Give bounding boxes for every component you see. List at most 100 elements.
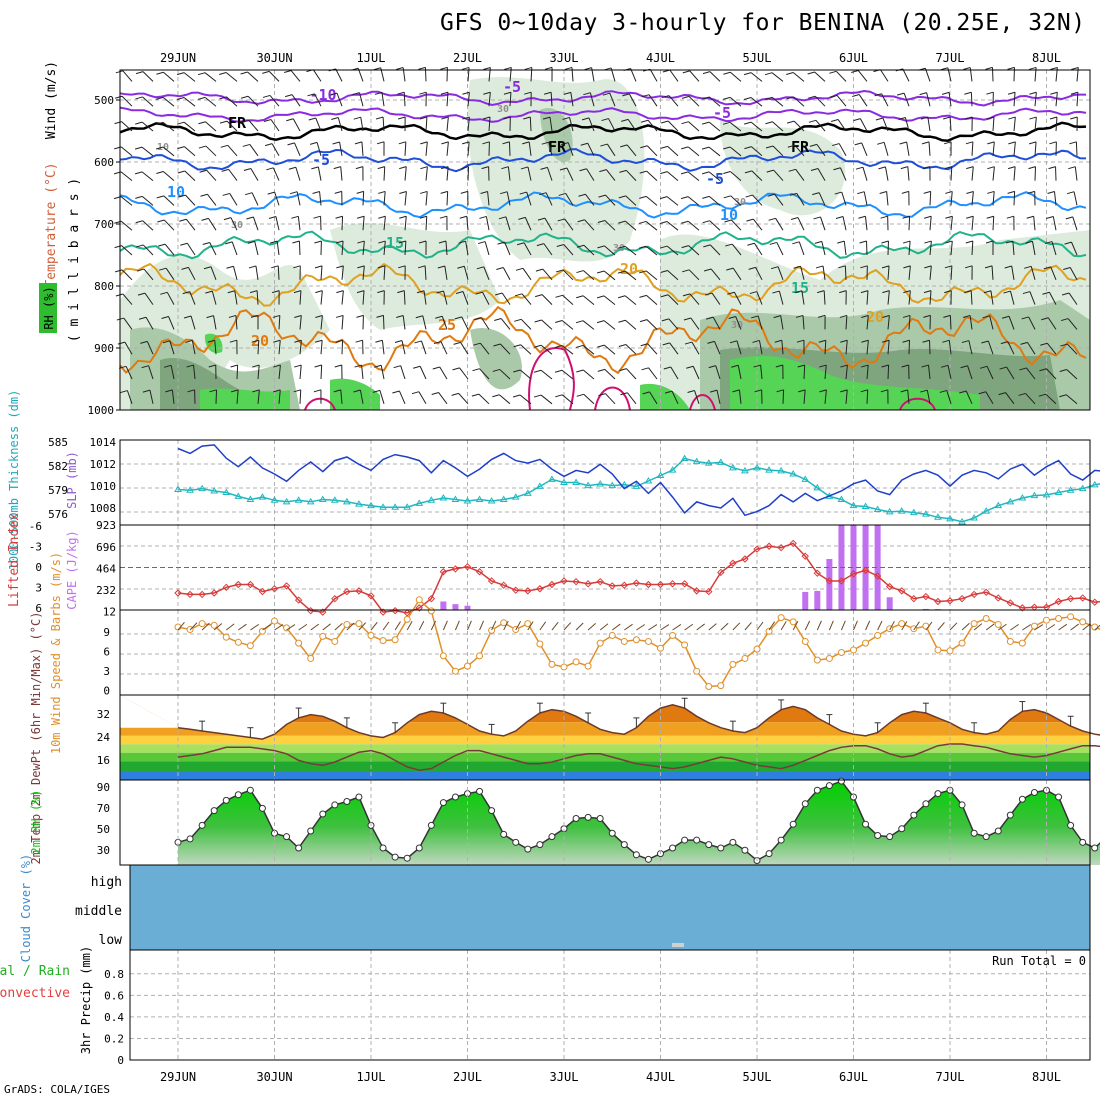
wind-tick: 6 [103,646,110,659]
rh2m-line-point [439,799,447,807]
thickness-line-point [487,497,496,504]
cloud-level-label: low [99,933,123,948]
wind10m-line-point [246,642,254,650]
lifted-index-line-point [198,590,206,599]
rh2m-line-point [488,807,496,815]
rh2m-line-point [512,838,520,846]
lifted-index-line-point [632,579,641,587]
precip-tick: 0.2 [104,1032,124,1045]
rh-tick: 30 [97,844,110,857]
wind-tick: 9 [103,626,110,639]
contour-label: 15 [386,234,404,252]
rh2m-line-point [970,829,978,837]
thickness-line-point [355,500,363,507]
rh2m-line-point [801,800,809,808]
rh2m-line-point [258,804,266,812]
lifted-index-line-point [656,580,665,589]
lifted-index-line-point [319,608,327,616]
isotherm-30 [594,386,631,411]
rh2m-line-point [1055,793,1063,801]
thickness-line-point [342,497,351,505]
lifted-index-line-point [801,552,809,560]
ylabel-total-rain: Total / Rain [0,964,70,979]
thickness-line-point [1018,493,1027,501]
thickness-line-point [813,483,822,491]
rh2m-line [177,780,1100,862]
rh2m-line-point [934,790,942,798]
isotherm-minus10 [119,89,1086,107]
li-tick: 3 [35,582,42,595]
lifted-index-line-point [499,581,508,589]
lifted-index-line-point [524,587,532,595]
rh2m-line-point [355,793,363,801]
rh2m-line-point [427,821,435,829]
lifted-index-line-point [873,572,882,580]
rh2m-line-point [524,845,532,853]
rh2m-line-point [669,844,677,852]
date-label-top: 30JUN [256,51,292,65]
date-label-bottom: 1JUL [357,1070,386,1084]
date-label-top: 3JUL [550,51,579,65]
isotherm-30 [689,394,716,411]
slp-tick: 1010 [90,480,117,493]
contour-label: 20 [620,260,638,278]
wind10m-line-point [584,662,592,670]
thickness-line-point [946,514,954,522]
rh-tick: 90 [97,781,110,794]
thickness-line-point [692,457,701,465]
wind10m-line-point [1043,616,1050,624]
slp-tick: 1014 [90,436,117,449]
rh2m-line-point [246,786,254,794]
thickness-line-point [801,475,810,482]
thickness-line-point [403,503,412,510]
wind10m-line-point [874,632,882,639]
thickness-tick: 579 [48,484,68,497]
ylabel-slp: SLP (mb) [65,451,79,509]
wind10m-line-point [198,620,206,628]
wind10m-line-point [789,618,797,626]
lifted-index-line-point [837,577,846,585]
wind10m-line-point [464,662,471,670]
thickness-line-point [1054,488,1063,496]
cape-bar [452,604,459,610]
cloud-gap [672,943,684,947]
date-label-top: 1JUL [357,51,386,65]
rh2m-line-point [741,846,749,854]
contour-label: 20 [251,332,269,350]
precip-tick: 0 [117,1054,124,1067]
temp-mask [120,695,1100,740]
rh2m-line-point [403,854,411,862]
rh2m-line-point [536,841,544,849]
ylabel-temperature: Temperature (°C) [44,162,59,287]
rh-shading [330,378,380,410]
rh-shading [720,120,846,216]
cape-bar [850,525,857,610]
rh-shading [470,328,522,390]
li-tick: -3 [29,541,42,554]
thickness-line-point [1066,486,1075,493]
thickness-line-point [777,466,786,474]
wind10m-line-point [331,637,339,645]
rh2m-line-point [198,821,206,829]
wind10m-line-point [934,646,942,654]
wind10m-line-point [500,619,508,627]
wind10m-line-point [1006,637,1014,645]
chart-title: GFS 0~10day 3-hourly for BENINA (20.25E,… [440,10,1086,36]
lifted-index-line-point [258,587,267,596]
rh2m-line-point [620,841,628,849]
rh2m-line-point [789,820,797,828]
wind10m-line-point [379,637,387,645]
cape-bar [922,608,929,610]
lifted-index-line-point [1018,604,1027,612]
date-label-top: 7JUL [936,51,965,65]
wind10m-line-point [1018,639,1026,647]
lifted-index-line-point [451,565,460,573]
date-label-top: 2JUL [453,51,482,65]
date-label-top: 29JUN [160,51,196,65]
lifted-index-line-point [994,594,1002,602]
thickness-line-point [958,517,966,525]
wind10m-line-point [403,615,411,623]
wind10m-line-point [234,638,242,646]
contour-label: 30 [613,243,625,254]
lifted-index-line-point [343,587,351,596]
